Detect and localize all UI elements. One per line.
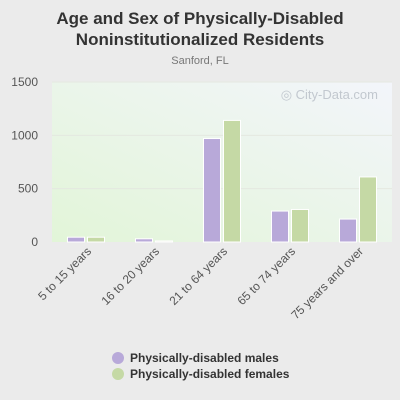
bar-females [87,236,105,243]
chart-title: Age and Sex of Physically-Disabled Nonins… [56,9,344,49]
y-tick-label: 1000 [11,128,38,142]
legend: Physically-disabled males Physically-dis… [112,350,289,382]
legend-swatch-females [112,368,124,380]
bar-females [155,240,173,243]
x-tick-label: 16 to 20 years [98,244,162,308]
y-axis-ticks: 0 500 1000 1500 [11,75,38,249]
grid-lines [52,81,392,190]
bars [67,119,377,243]
x-tick-label: 65 to 74 years [234,244,298,308]
bar-males [271,210,289,243]
x-tick-label: 21 to 64 years [166,244,230,308]
legend-swatch-males [112,352,124,364]
plot-area [52,82,392,242]
legend-item-males: Physically-disabled males [112,350,289,366]
legend-item-females: Physically-disabled females [112,366,289,382]
bar-females [359,176,377,243]
bar-females [223,119,241,243]
bar-males [135,238,153,243]
chart-subtitle: Sanford, FL [171,55,229,67]
legend-label-females: Physically-disabled females [130,367,290,381]
bar-males [339,218,357,243]
bar-females [291,208,309,243]
watermark: ◎ City-Data.com [281,87,378,102]
x-tick-label: 5 to 15 years [35,244,94,303]
y-tick-label: 0 [31,235,38,249]
legend-label-males: Physically-disabled males [130,351,279,365]
y-tick-label: 1500 [11,75,38,89]
bar-males [203,138,221,243]
x-tick-label: 75 years and over [288,244,366,322]
x-axis-ticks: 5 to 15 years 16 to 20 years 21 to 64 year… [35,244,366,322]
y-tick-label: 500 [18,182,38,196]
bar-males [67,236,85,243]
